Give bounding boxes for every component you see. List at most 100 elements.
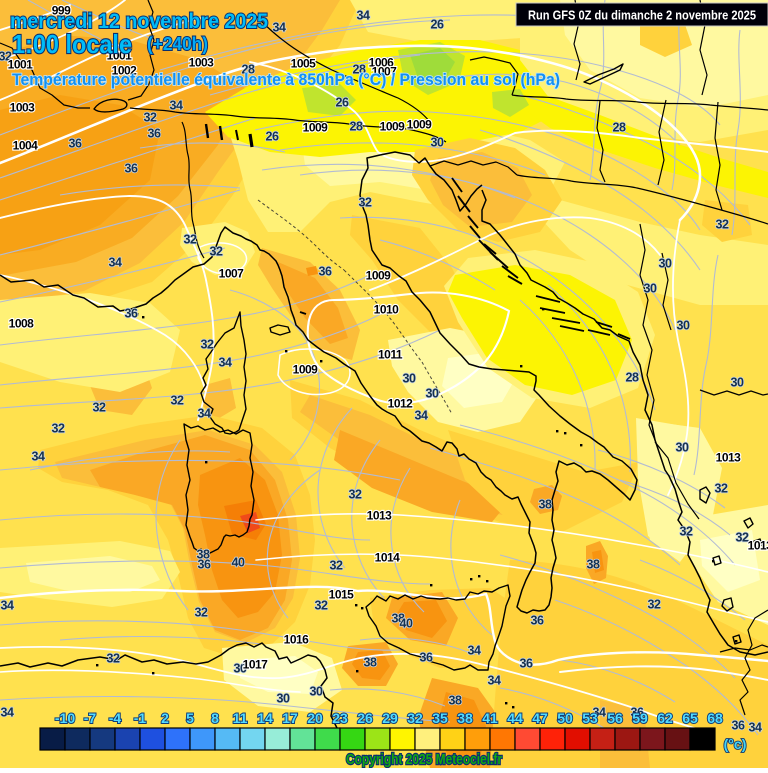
svg-text:34: 34 xyxy=(1,599,14,613)
svg-text:32: 32 xyxy=(195,606,208,620)
svg-text:38: 38 xyxy=(587,558,600,572)
svg-text:34: 34 xyxy=(109,256,122,270)
svg-text:38: 38 xyxy=(364,656,377,670)
svg-text:mercredi 12 novembre 2025: mercredi 12 novembre 2025 xyxy=(10,10,268,33)
svg-text:40: 40 xyxy=(400,617,413,631)
svg-text:36: 36 xyxy=(531,614,544,628)
svg-text:28: 28 xyxy=(350,120,363,134)
svg-text:1007: 1007 xyxy=(372,65,398,79)
svg-text:36: 36 xyxy=(732,719,745,733)
svg-text:40: 40 xyxy=(232,556,245,570)
svg-text:53: 53 xyxy=(582,710,598,726)
svg-text:30: 30 xyxy=(403,372,416,386)
svg-text:1011: 1011 xyxy=(378,348,403,362)
svg-text:1015: 1015 xyxy=(329,588,355,602)
svg-text:26: 26 xyxy=(431,18,444,32)
svg-text:30: 30 xyxy=(659,257,672,271)
svg-text:32: 32 xyxy=(210,245,223,259)
svg-text:32: 32 xyxy=(330,559,343,573)
svg-text:1008: 1008 xyxy=(9,317,35,331)
svg-text:47: 47 xyxy=(532,710,548,726)
svg-text:1016: 1016 xyxy=(284,633,310,647)
svg-text:Run GFS 0Z du dimanche 2 novem: Run GFS 0Z du dimanche 2 novembre 2025 xyxy=(528,8,756,23)
svg-text:28: 28 xyxy=(613,121,626,135)
svg-text:999: 999 xyxy=(52,4,71,18)
svg-text:32: 32 xyxy=(0,50,12,64)
svg-text:1013: 1013 xyxy=(367,509,393,523)
svg-text:1003: 1003 xyxy=(10,101,36,115)
svg-text:32: 32 xyxy=(349,488,362,502)
svg-text:1013: 1013 xyxy=(748,539,768,553)
svg-text:32: 32 xyxy=(201,338,214,352)
svg-text:1004: 1004 xyxy=(13,139,39,153)
svg-text:30: 30 xyxy=(426,387,439,401)
svg-text:38: 38 xyxy=(539,498,552,512)
svg-text:1005: 1005 xyxy=(291,57,317,71)
svg-text:32: 32 xyxy=(184,233,197,247)
svg-text:-7: -7 xyxy=(84,710,97,726)
svg-text:30: 30 xyxy=(676,441,689,455)
svg-text:68: 68 xyxy=(707,710,723,726)
svg-text:-1: -1 xyxy=(134,710,147,726)
svg-text:50: 50 xyxy=(557,710,573,726)
svg-text:1006: 1006 xyxy=(369,56,395,70)
svg-text:26: 26 xyxy=(336,96,349,110)
svg-text:32: 32 xyxy=(52,422,65,436)
svg-text:32: 32 xyxy=(715,482,728,496)
svg-text:36: 36 xyxy=(520,657,533,671)
svg-text:44: 44 xyxy=(507,710,523,726)
svg-text:(°c): (°c) xyxy=(724,736,747,752)
svg-text:28: 28 xyxy=(353,63,366,77)
svg-text:34: 34 xyxy=(749,721,762,735)
svg-text:38: 38 xyxy=(457,710,473,726)
svg-text:36: 36 xyxy=(631,706,644,720)
svg-text:11: 11 xyxy=(233,710,248,726)
svg-text:36: 36 xyxy=(125,162,138,176)
svg-text:38: 38 xyxy=(197,548,210,562)
svg-text:36: 36 xyxy=(148,127,161,141)
svg-text:32: 32 xyxy=(107,652,120,666)
svg-text:-4: -4 xyxy=(109,710,122,726)
svg-text:Température potentielle équiva: Température potentielle équivalente à 85… xyxy=(12,71,560,89)
svg-text:1014: 1014 xyxy=(375,551,401,565)
svg-text:8: 8 xyxy=(211,710,219,726)
svg-text:5: 5 xyxy=(186,710,194,726)
svg-text:34: 34 xyxy=(170,99,183,113)
svg-text:20: 20 xyxy=(307,710,323,726)
svg-text:1002: 1002 xyxy=(112,64,138,78)
svg-text:23: 23 xyxy=(332,710,348,726)
svg-text:30: 30 xyxy=(277,692,290,706)
svg-text:34: 34 xyxy=(468,644,481,658)
svg-text:59: 59 xyxy=(632,710,648,726)
svg-text:28: 28 xyxy=(242,63,255,77)
svg-text:35: 35 xyxy=(432,710,448,726)
svg-text:1009: 1009 xyxy=(407,118,433,132)
svg-text:36: 36 xyxy=(198,558,211,572)
svg-text:34: 34 xyxy=(219,356,232,370)
svg-text:34: 34 xyxy=(357,9,370,23)
svg-text:34: 34 xyxy=(415,409,428,423)
svg-text:1010: 1010 xyxy=(374,303,400,317)
svg-text:30: 30 xyxy=(677,319,690,333)
svg-text:14: 14 xyxy=(257,710,273,726)
svg-text:38: 38 xyxy=(449,694,462,708)
svg-text:34: 34 xyxy=(488,674,501,688)
svg-text:1009: 1009 xyxy=(366,269,392,283)
svg-text:56: 56 xyxy=(607,710,623,726)
svg-text:34: 34 xyxy=(593,706,606,720)
svg-text:34: 34 xyxy=(32,450,45,464)
svg-text:30: 30 xyxy=(431,136,444,150)
svg-text:36: 36 xyxy=(125,307,138,321)
svg-text:32: 32 xyxy=(93,401,106,415)
svg-text:32: 32 xyxy=(171,394,184,408)
svg-text:38: 38 xyxy=(392,612,405,626)
svg-text:17: 17 xyxy=(282,710,298,726)
svg-text:1009: 1009 xyxy=(303,121,329,135)
svg-text:1013: 1013 xyxy=(716,451,742,465)
svg-text:36: 36 xyxy=(69,137,82,151)
svg-text:32: 32 xyxy=(315,599,328,613)
svg-text:1007: 1007 xyxy=(219,267,245,281)
svg-text:62: 62 xyxy=(657,710,673,726)
svg-text:30: 30 xyxy=(644,282,657,296)
svg-text:34: 34 xyxy=(1,706,14,720)
